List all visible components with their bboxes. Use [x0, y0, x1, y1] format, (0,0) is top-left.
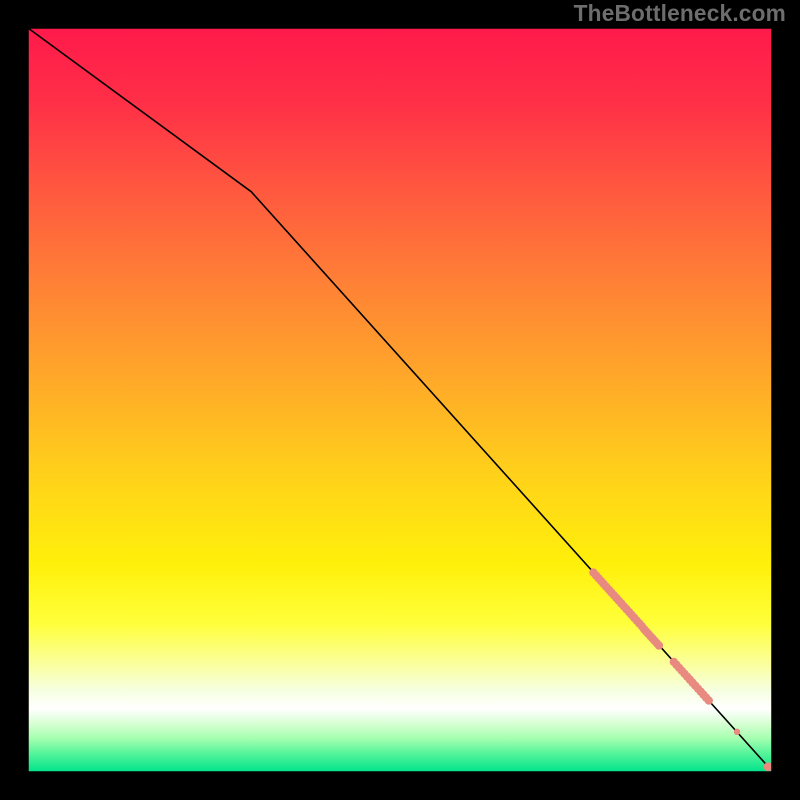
chart-stage: TheBottleneck.com [0, 0, 800, 800]
data-marker [655, 641, 663, 649]
data-marker [734, 729, 740, 735]
chart-svg [0, 0, 800, 800]
data-marker [705, 696, 713, 704]
watermark-text: TheBottleneck.com [574, 0, 786, 27]
plot-area [28, 28, 772, 772]
